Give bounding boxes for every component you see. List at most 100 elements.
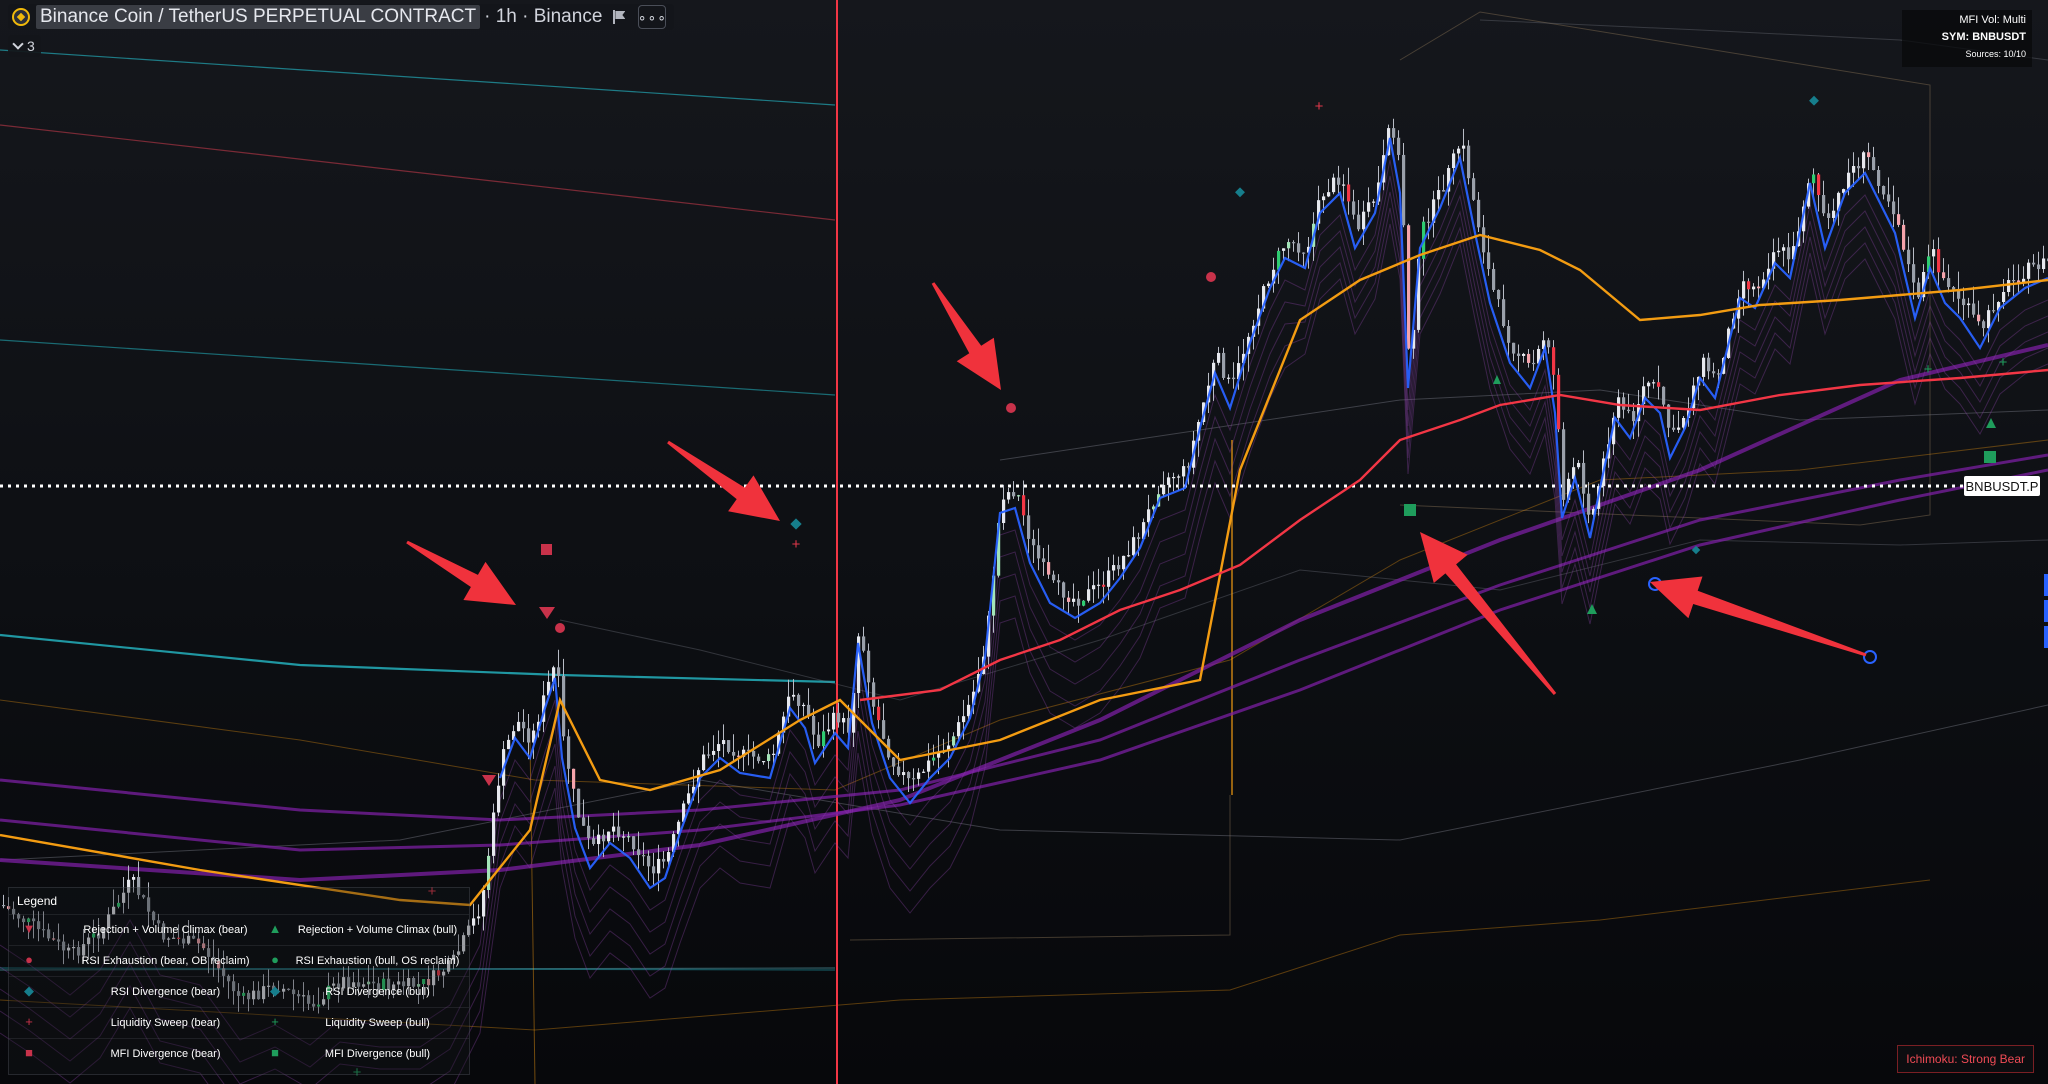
candle-body	[1492, 269, 1496, 290]
candle-body	[377, 983, 381, 991]
candle-body	[52, 938, 56, 940]
ema-ribbon-thin	[0, 207, 2048, 1084]
candle-body	[1802, 206, 1806, 232]
candle-body	[1927, 256, 1931, 272]
candle-body	[262, 986, 266, 1000]
candle-body	[1167, 477, 1171, 485]
candle-body	[1352, 201, 1356, 215]
candle-body	[247, 992, 251, 1000]
candle-body	[897, 766, 901, 776]
candle-body	[1272, 269, 1276, 284]
candle-body	[1857, 166, 1861, 169]
candle-body	[62, 941, 66, 951]
candle-body	[787, 696, 791, 717]
candle-body	[987, 615, 991, 657]
ema-ribbon-thin	[0, 159, 2048, 1046]
candle-body	[1437, 190, 1441, 200]
candle-body	[1077, 598, 1081, 606]
candle-body	[1457, 148, 1461, 154]
candle-body	[267, 985, 271, 987]
candle-body	[77, 947, 81, 956]
candle-body	[382, 978, 386, 991]
candle-body	[1917, 282, 1921, 298]
candle-body	[972, 691, 976, 705]
channel-line	[0, 879, 1931, 1031]
candle-body	[997, 523, 1001, 576]
candle-body	[177, 937, 181, 939]
candle-body	[397, 981, 401, 985]
candle-body	[1482, 227, 1486, 253]
red-annotation-arrow	[406, 540, 516, 605]
flag-icon[interactable]	[612, 10, 626, 24]
channel-line	[559, 539, 2048, 701]
candle-body	[677, 821, 681, 835]
rsi-exhaustion-bear-marker	[555, 623, 565, 633]
candle-body	[1677, 427, 1681, 430]
candle-body	[1237, 363, 1241, 380]
liquidity-sweep-bull-marker: +	[353, 1064, 362, 1081]
candle-body	[452, 954, 456, 961]
legend-label: RSI Exhaustion (bull, OS reclaim)	[295, 955, 460, 967]
candle-body	[97, 933, 101, 939]
candle-body	[1862, 152, 1866, 169]
legend-label: MFI Divergence (bear)	[110, 1048, 221, 1060]
symbol-header[interactable]: Binance Coin / TetherUS PERPETUAL CONTRA…	[8, 4, 675, 30]
ema-ribbon-purple	[0, 453, 2048, 822]
info-title: MFI Vol: Multi	[1959, 14, 2026, 26]
candle-body	[1542, 340, 1546, 349]
legend-label: Rejection + Volume Climax (bull)	[297, 924, 458, 936]
candle-body	[937, 752, 941, 758]
candle-body	[312, 1003, 316, 1007]
liquidity-sweep-bear-marker: +	[792, 536, 801, 553]
candle-body	[667, 852, 671, 862]
candle-body	[117, 902, 121, 907]
candle-body	[302, 995, 306, 997]
candle-body	[2, 905, 6, 907]
candle-body	[637, 849, 641, 856]
candle-body	[1912, 264, 1916, 283]
ema-ribbon-thin	[0, 191, 2048, 1084]
candle-body	[1962, 298, 1966, 306]
candle-body	[1752, 286, 1756, 290]
candle-body	[917, 772, 921, 779]
candle-body	[1517, 353, 1521, 356]
candle-body	[592, 838, 596, 845]
candle-body	[932, 757, 936, 761]
candle-body	[287, 988, 291, 990]
candle-body	[372, 981, 376, 984]
bull-cross-icon: +	[271, 1014, 279, 1029]
candle-body	[1022, 495, 1026, 516]
ichimoku-status-badge: Ichimoku: Strong Bear	[1897, 1045, 2034, 1073]
candle-body	[222, 968, 226, 976]
candle-body	[567, 736, 571, 769]
candle-body	[782, 716, 786, 733]
candle-body	[437, 970, 441, 976]
candle-body	[47, 929, 51, 939]
legend-row: ● RSI Exhaustion (bear, OB reclaim) ● RS…	[9, 945, 469, 977]
more-options-button[interactable]: ∘∘∘	[638, 5, 667, 29]
symbol-title[interactable]: Binance Coin / TetherUS PERPETUAL CONTRA…	[36, 5, 481, 29]
candle-body	[1187, 466, 1191, 468]
candle-body	[1182, 466, 1186, 477]
candle-body	[1817, 174, 1821, 196]
interval-exchange-label[interactable]: · 1h · Binance	[484, 6, 603, 27]
signal-markers: + + + + + +	[353, 95, 2008, 1081]
candle-body	[1302, 252, 1306, 254]
rsi-divergence-diamond-marker	[1809, 95, 1819, 106]
candle-body	[257, 990, 261, 1000]
candle-body	[1827, 213, 1831, 218]
candle-body	[1712, 371, 1716, 374]
candle-body	[207, 948, 211, 957]
legend-row: ■ MFI Divergence (bear) ■ MFI Divergence…	[9, 1038, 469, 1070]
candle-body	[1742, 281, 1746, 299]
candle-body	[1882, 185, 1886, 195]
channel-line	[0, 124, 836, 221]
candle-body	[1452, 153, 1456, 169]
candle-body	[197, 938, 201, 944]
mfi-divergence-bear-marker	[541, 544, 552, 555]
indicators-collapse-button[interactable]: 3	[8, 35, 41, 57]
candle-body	[1292, 242, 1296, 244]
liquidity-sweep-bull-marker: +	[1924, 361, 1933, 378]
